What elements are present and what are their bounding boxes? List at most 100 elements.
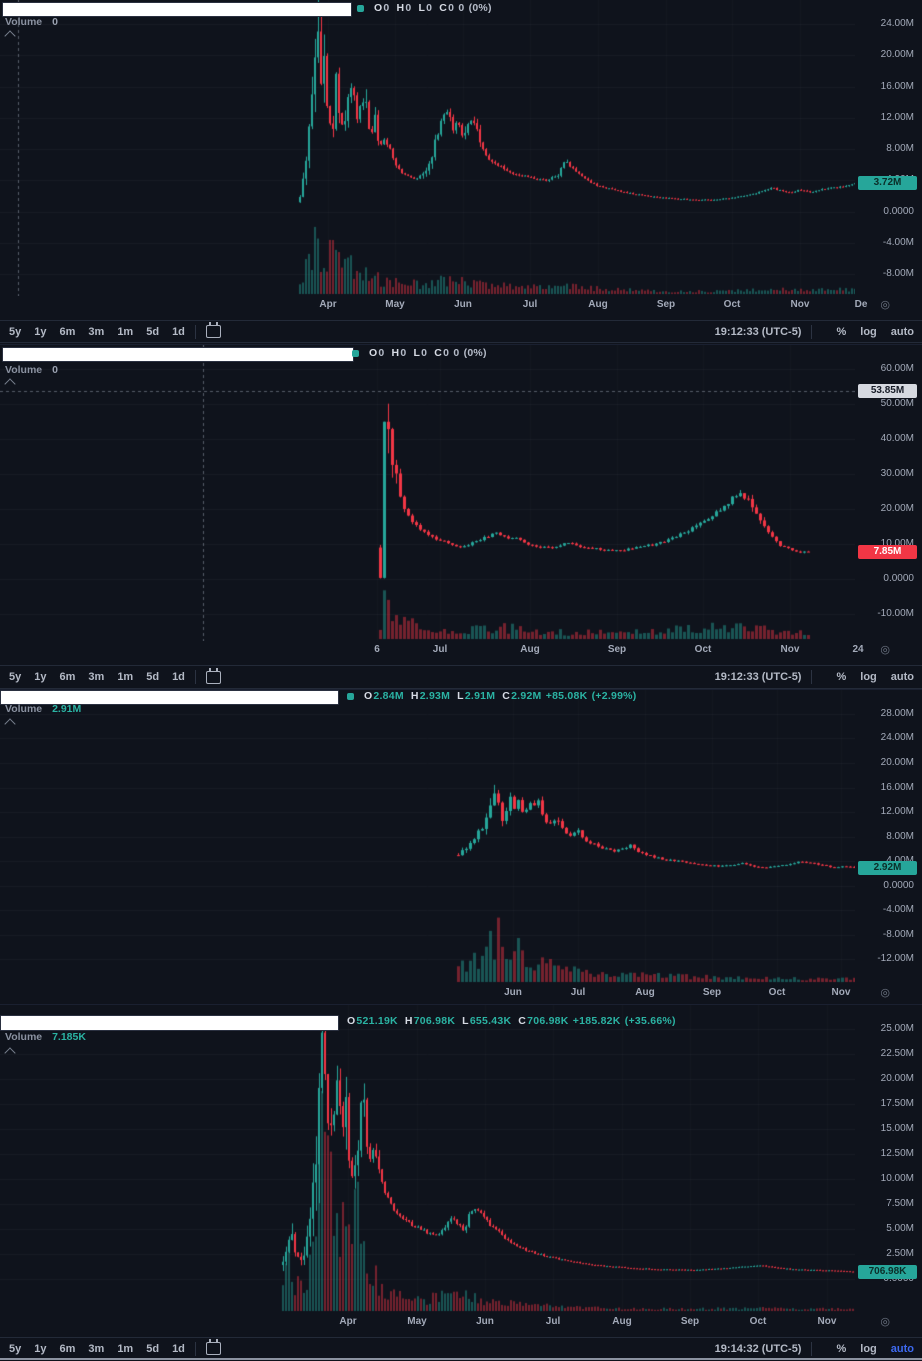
volume-readout: Volume 7.185K xyxy=(5,1031,86,1043)
price-tick-label: 16.00M xyxy=(880,781,914,793)
candlestick-canvas xyxy=(0,345,855,641)
calendar-icon[interactable] xyxy=(205,1339,221,1355)
gear-icon[interactable]: ◎ xyxy=(880,1316,890,1328)
chart-panel: O521.19K H706.98K L655.43K C706.98K +185.82… xyxy=(0,1004,922,1361)
range-button-3m[interactable]: 3m xyxy=(88,325,105,338)
range-button-1m[interactable]: 1m xyxy=(117,325,134,338)
ohlc-readout: O0 H0 L0 C0 0 (0%) xyxy=(357,2,492,14)
calendar-icon[interactable] xyxy=(205,322,221,338)
price-tick-label: 20.00M xyxy=(880,503,914,515)
percent-scale-button[interactable]: % xyxy=(836,671,847,683)
range-button-6m[interactable]: 6m xyxy=(59,1342,76,1355)
range-button-1d[interactable]: 1d xyxy=(172,671,185,683)
range-button-1y[interactable]: 1y xyxy=(34,325,47,338)
price-axis[interactable]: 7.85M 53.85M 60.00M 50.00M 40.00M 30.00M 20.… xyxy=(855,345,922,641)
range-button-1d[interactable]: 1d xyxy=(172,1342,185,1355)
range-button-6m[interactable]: 6m xyxy=(59,325,76,338)
time-tick-label: Nov xyxy=(780,644,800,655)
time-tick-label: Aug xyxy=(588,299,608,310)
clock-time[interactable]: 19:14:32 (UTC-5) xyxy=(714,1342,802,1355)
price-tick-label: 50.00M xyxy=(880,398,914,410)
range-button-1d[interactable]: 1d xyxy=(172,325,185,338)
chart-plot-area[interactable]: O0 H0 L0 C0 0 (0%) Volume 0 xyxy=(0,345,855,641)
percent-scale-button[interactable]: % xyxy=(836,1342,847,1355)
price-axis[interactable]: 706.98K 25.00M 22.50M 20.00M 17.50M 15.00M 12… xyxy=(855,1005,922,1313)
ohlc-readout: O521.19K H706.98K L655.43K C706.98K +185.82… xyxy=(347,1015,676,1027)
range-button-6m[interactable]: 6m xyxy=(59,671,76,683)
time-tick-label: Aug xyxy=(520,644,540,655)
toolbar-divider xyxy=(811,324,813,339)
log-scale-button[interactable]: log xyxy=(860,325,877,338)
time-tick-label: Nov xyxy=(790,299,810,310)
range-button-5y[interactable]: 5y xyxy=(9,1342,22,1355)
price-tick-label: 8.00M xyxy=(886,143,914,155)
chart-plot-area[interactable]: O521.19K H706.98K L655.43K C706.98K +185.82… xyxy=(0,1005,855,1313)
price-tick-label: 17.50M xyxy=(880,1098,914,1109)
range-button-5d[interactable]: 5d xyxy=(146,1342,160,1355)
time-axis[interactable]: ◎ Jun Jul Aug Sep Oct Nov xyxy=(0,984,922,1002)
price-tick-label: 12.00M xyxy=(880,111,914,123)
gear-icon[interactable]: ◎ xyxy=(880,987,890,999)
crosshair-price-badge: 53.85M xyxy=(858,383,917,398)
range-button-1m[interactable]: 1m xyxy=(117,671,134,683)
chart-plot-area[interactable]: O0 H0 L0 C0 0 (0%) Volume 0 xyxy=(0,0,855,296)
range-button-5d[interactable]: 5d xyxy=(146,671,160,683)
time-tick-label: May xyxy=(407,1316,427,1327)
auto-scale-button[interactable]: auto xyxy=(890,1342,914,1355)
time-axis[interactable]: ◎ Apr May Jun Jul Aug Sep Oct Nov De xyxy=(0,296,922,314)
price-axis[interactable]: 2.92M 28.00M 24.00M 20.00M 16.00M 12.00M 8.00… xyxy=(855,690,922,984)
price-axis[interactable]: 3.72M 24.00M20.00M16.00M12.00M8.00M4.00M… xyxy=(855,0,922,296)
chart-plot-area[interactable]: O2.84M H2.93M L2.91M C2.92M +85.08K (+2.99%… xyxy=(0,690,855,984)
redacted-symbol-bar xyxy=(0,1015,339,1031)
price-tick-label: 40.00M xyxy=(880,433,914,445)
time-tick-label: Jul xyxy=(522,299,538,310)
price-tick-label: -4.00M xyxy=(882,904,914,916)
price-tick-label: 0.0000 xyxy=(883,205,914,217)
last-price-badge: 7.85M xyxy=(858,544,917,559)
time-tick-label: Nov xyxy=(817,1316,837,1327)
price-tick-label: 5.00M xyxy=(886,1223,914,1234)
price-tick-label: 20.00M xyxy=(880,757,914,769)
log-scale-button[interactable]: log xyxy=(860,1342,877,1355)
range-button-3m[interactable]: 3m xyxy=(88,671,105,683)
time-tick-label: Aug xyxy=(612,1316,632,1327)
toolbar-divider xyxy=(194,670,196,684)
price-tick-label: 25.00M xyxy=(880,1023,914,1034)
toolbar-divider xyxy=(194,324,196,339)
range-button-1m[interactable]: 1m xyxy=(117,1342,134,1355)
calendar-icon[interactable] xyxy=(205,667,221,684)
clock-time[interactable]: 19:12:33 (UTC-5) xyxy=(714,325,802,338)
price-tick-label: 15.00M xyxy=(880,1123,914,1134)
auto-scale-button[interactable]: auto xyxy=(890,671,914,683)
clock-time[interactable]: 19:12:33 (UTC-5) xyxy=(714,671,802,683)
range-button-5d[interactable]: 5d xyxy=(146,325,160,338)
percent-scale-button[interactable]: % xyxy=(836,325,847,338)
range-button-5y[interactable]: 5y xyxy=(9,325,22,338)
price-tick-label: 8.00M xyxy=(886,830,914,842)
time-tick-label: Jun xyxy=(454,299,472,310)
ohlc-readout: O2.84M H2.93M L2.91M C2.92M +85.08K (+2.99%… xyxy=(347,690,637,702)
price-tick-label: -8.00M xyxy=(882,928,914,940)
log-scale-button[interactable]: log xyxy=(860,671,877,683)
range-button-1y[interactable]: 1y xyxy=(34,1342,47,1355)
price-tick-label: 0.0000 xyxy=(883,573,914,585)
time-tick-label: Oct xyxy=(723,299,741,310)
range-button-5y[interactable]: 5y xyxy=(9,671,22,683)
auto-scale-button[interactable]: auto xyxy=(890,325,914,338)
time-axis[interactable]: ◎ 6 Jul Aug Sep Oct Nov 24 xyxy=(0,641,922,659)
time-tick-label: Jul xyxy=(570,987,586,998)
time-tick-label: 6 xyxy=(374,644,380,655)
toolbar-divider xyxy=(194,1341,196,1356)
volume-readout: Volume 0 xyxy=(5,364,58,376)
gear-icon[interactable]: ◎ xyxy=(880,299,890,311)
time-tick-label: Sep xyxy=(656,299,676,310)
range-button-1y[interactable]: 1y xyxy=(34,671,47,683)
gear-icon[interactable]: ◎ xyxy=(880,644,890,656)
range-button-3m[interactable]: 3m xyxy=(88,1342,105,1355)
time-axis[interactable]: ◎ Apr May Jun Jul Aug Sep Oct Nov xyxy=(0,1313,922,1331)
candlestick-canvas xyxy=(0,1005,855,1313)
volume-value: 2.91M xyxy=(52,703,82,715)
time-tick-label: Jul xyxy=(432,644,448,655)
series-marker-icon xyxy=(347,692,354,700)
time-tick-label: Apr xyxy=(319,299,337,310)
